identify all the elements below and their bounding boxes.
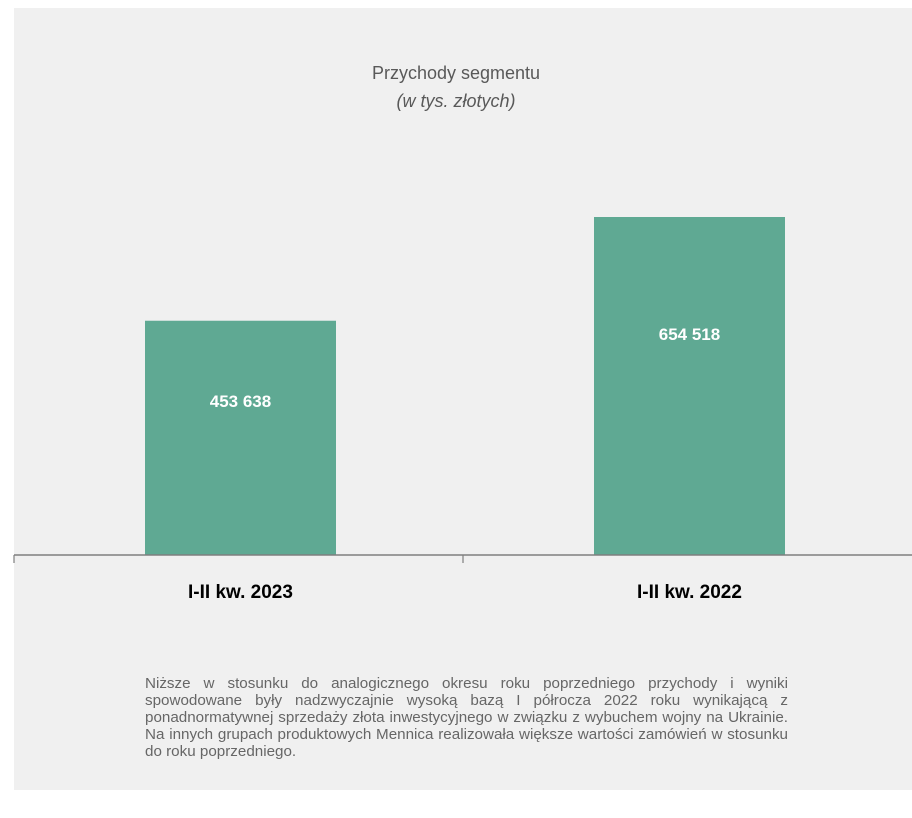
bar-value-label-1: 654 518 xyxy=(659,325,720,344)
bar-chart: 453 638 I-II kw. 2023 654 518 I-II kw. 2022 xyxy=(0,0,912,640)
footnote-text: Niższe w stosunku do analogicznego okres… xyxy=(145,675,788,760)
bar-0 xyxy=(145,321,336,555)
x-tick-label-1: I-II kw. 2022 xyxy=(637,582,742,603)
bar-value-label-0: 453 638 xyxy=(210,392,271,411)
x-tick-label-0: I-II kw. 2023 xyxy=(188,582,293,603)
bar-1 xyxy=(594,217,785,555)
